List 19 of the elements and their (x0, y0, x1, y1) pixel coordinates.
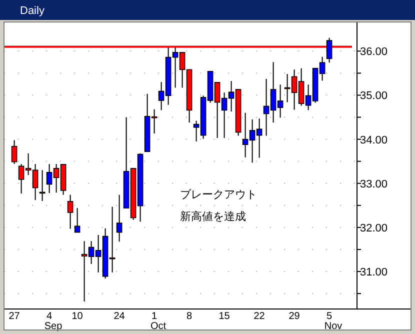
x-tick-label: 15 (218, 311, 230, 322)
y-tick-label: 32.00 (360, 222, 388, 234)
x-tick-label: 24 (114, 311, 126, 322)
y-tick-label: 34.00 (360, 134, 388, 146)
annotation: 新高値を達成 (180, 210, 246, 223)
x-tick-label: 22 (254, 311, 266, 322)
chart-title: Daily (20, 5, 45, 17)
y-tick-label: 36.00 (360, 46, 388, 58)
x-tick-label: 5 Nov (324, 311, 342, 332)
x-tick-label: 8 (186, 311, 193, 322)
x-tick-label: 27 (8, 311, 20, 322)
y-tick-label: 33.00 (360, 178, 388, 190)
y-tick-label: 31.00 (360, 266, 388, 279)
x-tick-label: 29 (288, 311, 300, 322)
y-tick-label: 35.00 (360, 90, 388, 102)
x-tick-label: 4 Sep (44, 311, 63, 332)
annotation: ブレークアウト (180, 188, 257, 201)
x-tick-label: 1 Oct (150, 311, 166, 332)
x-tick-label: 10 (72, 311, 84, 322)
